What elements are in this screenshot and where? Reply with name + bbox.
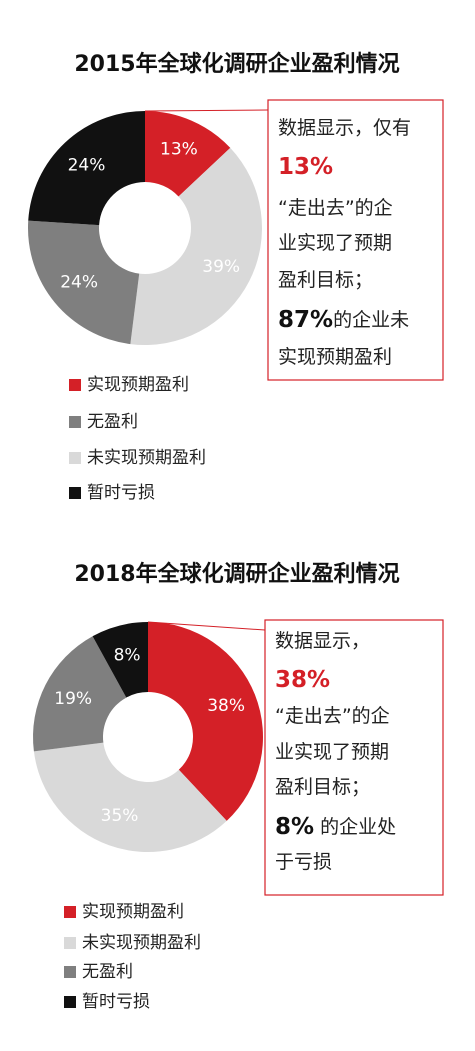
annotation-text: 8% [275,814,314,840]
annotation-text: 于亏损 [275,851,332,873]
legend-swatch [69,487,81,499]
legend-swatch [64,937,76,949]
slice-label: 24% [68,156,106,176]
annotation-text: 盈利目标； [278,269,373,291]
slice-label: 35% [101,806,139,826]
connector-line [144,109,269,112]
annotation-line: 于亏损 [275,851,332,873]
donut-slice [148,622,264,821]
annotation-line: 8% 的企业处 [275,814,396,840]
legend-swatch [69,416,81,428]
slice-label: 24% [60,272,98,292]
legend-label: 暂时亏损 [82,992,150,1012]
annotation-text: 38% [275,667,330,693]
legend-label: 实现预期盈利 [87,375,189,395]
annotation-line: “走出去”的企 [278,197,393,219]
slice-label: 8% [114,646,141,666]
slice-label: 19% [54,689,92,709]
annotation-text: 87% [278,307,333,333]
slice-label: 39% [202,257,240,277]
legend-swatch [64,906,76,918]
legend-swatch [64,996,76,1008]
annotation-line: 实现预期盈利 [278,346,392,368]
annotation-text: “走出去”的企 [275,705,390,727]
annotation-line: 业实现了预期 [278,232,392,254]
annotation-line: 87%的企业未 [278,307,409,333]
donut-slice [28,220,140,345]
donut-slice [28,111,145,226]
connector-line [147,621,266,631]
legend-swatch [69,379,81,391]
legend-swatch [69,452,81,464]
annotation-text: 实现预期盈利 [278,346,392,368]
legend-label: 未实现预期盈利 [82,933,201,953]
donut-slice [92,621,148,698]
annotation-text: 业实现了预期 [278,232,392,254]
legend-label: 无盈利 [87,412,138,432]
annotation-line: 13% [278,154,333,180]
chart-title: 2015年全球化调研企业盈利情况 [74,51,399,77]
annotation-text: 盈利目标； [275,776,370,798]
annotation-text: 数据显示， [275,630,370,652]
annotation-text: 13% [278,154,333,180]
donut-slice [33,742,227,853]
annotation-text: 数据显示，仅有 [278,117,411,139]
legend-label: 无盈利 [82,962,133,982]
annotation-text: 的企业处 [314,816,396,838]
donut-slice [33,636,127,752]
annotation-line: 盈利目标； [278,269,373,291]
annotation-line: 业实现了预期 [275,741,389,763]
annotation-line: 38% [275,667,330,693]
annotation-line: 数据显示， [275,630,370,652]
annotation-box [267,99,444,381]
annotation-line: “走出去”的企 [275,705,390,727]
legend-label: 未实现预期盈利 [87,448,206,468]
donut-slice [130,147,263,345]
slice-label: 13% [160,140,198,160]
legend-label: 实现预期盈利 [82,902,184,922]
annotation-text: “走出去”的企 [278,197,393,219]
legend-label: 暂时亏损 [87,483,155,503]
annotation-line: 盈利目标； [275,776,370,798]
annotation-line: 数据显示，仅有 [278,117,411,139]
annotation-text: 的企业未 [333,309,409,331]
legend-swatch [64,966,76,978]
donut-slice [145,111,231,197]
annotation-text: 业实现了预期 [275,741,389,763]
chart-title: 2018年全球化调研企业盈利情况 [74,561,399,587]
slice-label: 38% [207,696,245,716]
annotation-box [264,619,444,896]
